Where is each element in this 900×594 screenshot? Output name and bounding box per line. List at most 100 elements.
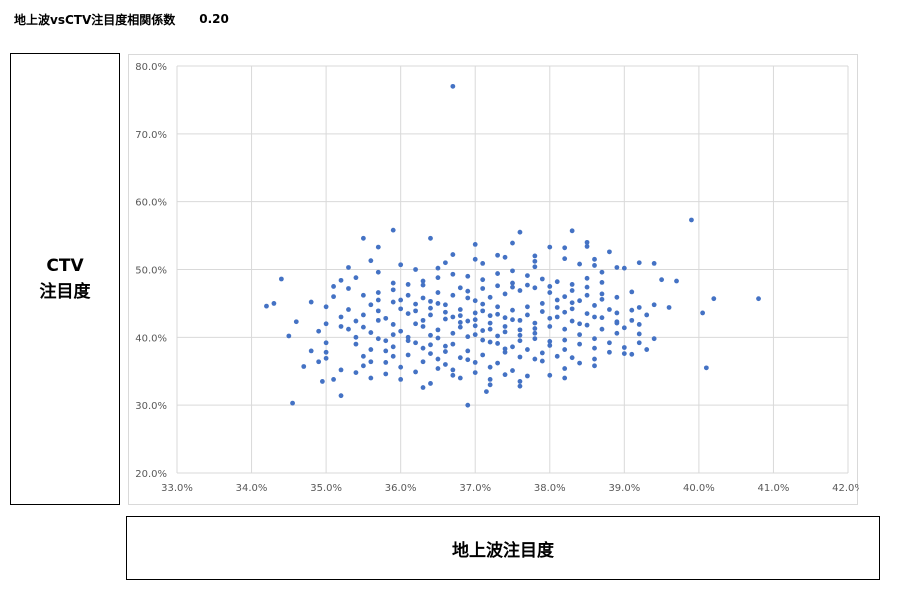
- data-point: [450, 372, 456, 378]
- data-point: [480, 308, 486, 314]
- data-point: [331, 284, 336, 289]
- data-point: [428, 351, 433, 357]
- data-point: [443, 343, 448, 349]
- data-point: [547, 244, 553, 250]
- data-point: [599, 315, 605, 321]
- data-point: [614, 294, 620, 300]
- data-point: [569, 300, 575, 306]
- data-point: [420, 385, 426, 390]
- data-point: [607, 249, 612, 255]
- data-point: [562, 309, 568, 315]
- data-point: [562, 245, 568, 251]
- y-tick-label: 30.0%: [135, 401, 167, 412]
- data-point: [539, 350, 545, 356]
- data-point: [472, 256, 478, 262]
- data-point: [480, 352, 486, 358]
- data-point: [319, 379, 325, 384]
- data-point: [420, 282, 426, 288]
- data-point: [517, 354, 523, 360]
- data-point: [562, 326, 568, 332]
- data-point: [443, 349, 448, 354]
- data-point: [517, 288, 523, 293]
- data-point: [390, 344, 396, 350]
- data-point: [502, 315, 508, 321]
- data-point: [525, 273, 530, 279]
- data-point: [398, 262, 404, 268]
- data-point: [569, 282, 575, 287]
- data-point: [621, 325, 627, 331]
- data-point: [428, 298, 433, 304]
- data-point: [465, 318, 471, 324]
- y-tick-label: 20.0%: [135, 469, 167, 480]
- data-point: [621, 351, 627, 357]
- data-point: [510, 307, 515, 313]
- data-point: [577, 332, 582, 338]
- data-point: [502, 254, 508, 260]
- data-point: [383, 338, 389, 344]
- data-point: [368, 302, 374, 308]
- data-point: [502, 291, 508, 297]
- data-point: [465, 402, 471, 408]
- data-point: [577, 261, 582, 267]
- data-point: [502, 346, 508, 352]
- data-point: [487, 320, 493, 326]
- data-point: [390, 332, 396, 338]
- data-point: [577, 360, 582, 366]
- data-point: [457, 355, 463, 361]
- data-point: [346, 326, 351, 332]
- data-point: [443, 302, 448, 308]
- data-point: [510, 368, 515, 373]
- data-point: [450, 252, 456, 257]
- x-tick-label: 42.0%: [832, 483, 859, 494]
- data-point: [331, 376, 336, 382]
- data-point: [360, 312, 366, 318]
- data-point: [554, 279, 560, 285]
- y-tick-label: 70.0%: [135, 130, 167, 141]
- data-point: [532, 330, 538, 336]
- data-point: [323, 321, 329, 327]
- data-point: [383, 348, 389, 354]
- data-point: [405, 338, 411, 344]
- data-point: [547, 339, 553, 344]
- data-point: [562, 256, 568, 262]
- data-point: [428, 305, 433, 311]
- data-point: [756, 296, 761, 302]
- data-point: [465, 334, 471, 340]
- data-point: [457, 285, 463, 291]
- data-point: [398, 376, 404, 382]
- y-tick-label: 60.0%: [135, 198, 167, 209]
- data-point: [375, 244, 381, 250]
- data-point: [346, 307, 351, 312]
- data-point: [517, 229, 523, 235]
- data-point: [592, 256, 597, 262]
- data-point: [271, 301, 277, 306]
- data-point: [517, 379, 523, 384]
- data-point: [435, 290, 441, 295]
- data-point: [487, 294, 493, 300]
- x-tick-label: 34.0%: [236, 483, 268, 494]
- data-point: [443, 316, 448, 322]
- data-point: [338, 277, 344, 283]
- data-point: [629, 351, 635, 357]
- data-point: [390, 299, 396, 305]
- data-point: [457, 375, 463, 381]
- data-point: [443, 309, 448, 315]
- data-point: [539, 358, 545, 364]
- data-point: [278, 276, 284, 282]
- data-point: [487, 313, 493, 319]
- data-point: [644, 312, 650, 318]
- data-point: [450, 314, 456, 320]
- data-point: [629, 307, 635, 313]
- data-point: [383, 360, 389, 365]
- data-point: [510, 280, 515, 286]
- data-point: [435, 356, 441, 362]
- data-point: [599, 296, 605, 302]
- data-point: [375, 336, 381, 342]
- data-point: [331, 294, 336, 300]
- data-point: [495, 252, 500, 258]
- data-point: [592, 336, 597, 342]
- y-tick-label: 80.0%: [135, 62, 167, 73]
- data-point: [569, 306, 575, 312]
- data-point: [644, 347, 650, 352]
- data-point: [621, 345, 627, 350]
